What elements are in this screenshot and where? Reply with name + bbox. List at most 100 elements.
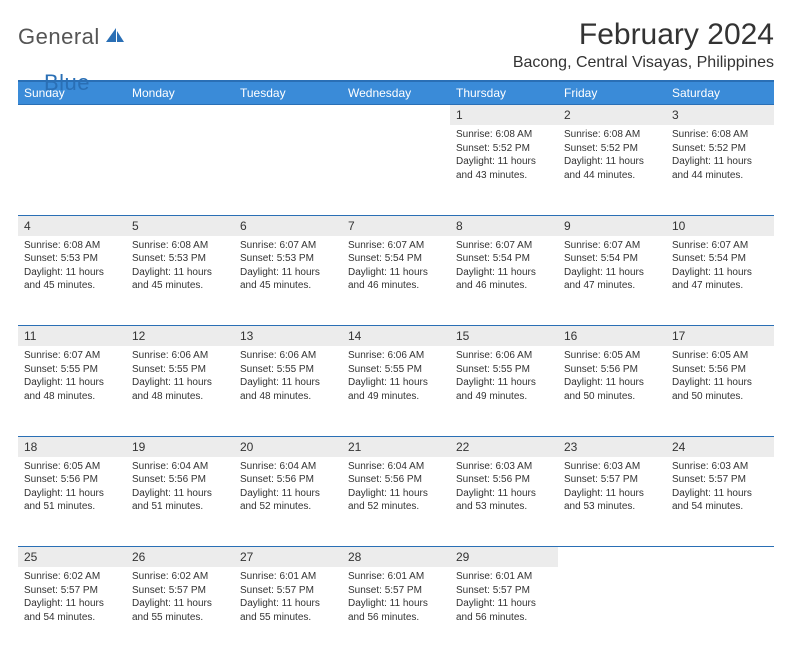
day-number-cell (342, 105, 450, 126)
location: Bacong, Central Visayas, Philippines (513, 54, 774, 72)
weekday-header: Tuesday (234, 81, 342, 105)
logo-sail-icon (104, 26, 126, 49)
day-content-cell: Sunrise: 6:04 AMSunset: 5:56 PMDaylight:… (126, 457, 234, 547)
calendar-table: SundayMondayTuesdayWednesdayThursdayFrid… (18, 80, 774, 657)
daylight-line: Daylight: 11 hours and 52 minutes. (348, 487, 444, 514)
day-content-cell: Sunrise: 6:03 AMSunset: 5:57 PMDaylight:… (558, 457, 666, 547)
daylight-line: Daylight: 11 hours and 50 minutes. (672, 376, 768, 403)
day-content-cell: Sunrise: 6:07 AMSunset: 5:54 PMDaylight:… (342, 236, 450, 326)
day-number-cell: 21 (342, 436, 450, 457)
day-content-cell: Sunrise: 6:01 AMSunset: 5:57 PMDaylight:… (234, 567, 342, 657)
day-content-cell: Sunrise: 6:06 AMSunset: 5:55 PMDaylight:… (342, 346, 450, 436)
sunset-line: Sunset: 5:53 PM (132, 252, 228, 266)
day-content-cell: Sunrise: 6:01 AMSunset: 5:57 PMDaylight:… (450, 567, 558, 657)
day-number-cell: 17 (666, 326, 774, 347)
sunset-line: Sunset: 5:57 PM (132, 584, 228, 598)
day-number-cell: 7 (342, 215, 450, 236)
sunset-line: Sunset: 5:57 PM (564, 473, 660, 487)
day-number-cell: 3 (666, 105, 774, 126)
day-content-cell (342, 125, 450, 215)
weekday-header-row: SundayMondayTuesdayWednesdayThursdayFrid… (18, 81, 774, 105)
day-content-cell: Sunrise: 6:08 AMSunset: 5:52 PMDaylight:… (558, 125, 666, 215)
day-content-cell (18, 125, 126, 215)
day-content-cell (558, 567, 666, 657)
sunset-line: Sunset: 5:56 PM (240, 473, 336, 487)
day-content-cell: Sunrise: 6:08 AMSunset: 5:53 PMDaylight:… (126, 236, 234, 326)
day-content-cell: Sunrise: 6:04 AMSunset: 5:56 PMDaylight:… (342, 457, 450, 547)
day-number-cell: 18 (18, 436, 126, 457)
day-number-cell: 12 (126, 326, 234, 347)
daylight-line: Daylight: 11 hours and 46 minutes. (456, 266, 552, 293)
day-content-cell: Sunrise: 6:03 AMSunset: 5:57 PMDaylight:… (666, 457, 774, 547)
sunset-line: Sunset: 5:56 PM (132, 473, 228, 487)
day-number-cell: 13 (234, 326, 342, 347)
sunset-line: Sunset: 5:57 PM (672, 473, 768, 487)
day-number-cell (666, 547, 774, 568)
content-row: Sunrise: 6:08 AMSunset: 5:52 PMDaylight:… (18, 125, 774, 215)
day-number-cell: 2 (558, 105, 666, 126)
daynum-row: 45678910 (18, 215, 774, 236)
daylight-line: Daylight: 11 hours and 50 minutes. (564, 376, 660, 403)
day-content-cell: Sunrise: 6:06 AMSunset: 5:55 PMDaylight:… (234, 346, 342, 436)
weekday-header: Wednesday (342, 81, 450, 105)
day-content-cell: Sunrise: 6:07 AMSunset: 5:54 PMDaylight:… (450, 236, 558, 326)
day-number-cell: 27 (234, 547, 342, 568)
day-content-cell: Sunrise: 6:08 AMSunset: 5:53 PMDaylight:… (18, 236, 126, 326)
day-content-cell: Sunrise: 6:06 AMSunset: 5:55 PMDaylight:… (126, 346, 234, 436)
sunset-line: Sunset: 5:57 PM (240, 584, 336, 598)
sunrise-line: Sunrise: 6:06 AM (132, 349, 228, 363)
sunrise-line: Sunrise: 6:04 AM (240, 460, 336, 474)
daylight-line: Daylight: 11 hours and 49 minutes. (348, 376, 444, 403)
daylight-line: Daylight: 11 hours and 46 minutes. (348, 266, 444, 293)
day-number-cell: 24 (666, 436, 774, 457)
daynum-row: 11121314151617 (18, 326, 774, 347)
sunrise-line: Sunrise: 6:02 AM (132, 570, 228, 584)
daylight-line: Daylight: 11 hours and 55 minutes. (132, 597, 228, 624)
sunrise-line: Sunrise: 6:08 AM (672, 128, 768, 142)
sunrise-line: Sunrise: 6:01 AM (240, 570, 336, 584)
sunset-line: Sunset: 5:53 PM (24, 252, 120, 266)
weekday-header: Saturday (666, 81, 774, 105)
content-row: Sunrise: 6:07 AMSunset: 5:55 PMDaylight:… (18, 346, 774, 436)
daylight-line: Daylight: 11 hours and 53 minutes. (456, 487, 552, 514)
daylight-line: Daylight: 11 hours and 51 minutes. (24, 487, 120, 514)
sunrise-line: Sunrise: 6:03 AM (564, 460, 660, 474)
title-block: February 2024 Bacong, Central Visayas, P… (513, 18, 774, 72)
sunrise-line: Sunrise: 6:08 AM (456, 128, 552, 142)
month-title: February 2024 (513, 18, 774, 52)
sunset-line: Sunset: 5:52 PM (564, 142, 660, 156)
daynum-row: 18192021222324 (18, 436, 774, 457)
sunset-line: Sunset: 5:55 PM (132, 363, 228, 377)
sunset-line: Sunset: 5:56 PM (672, 363, 768, 377)
daylight-line: Daylight: 11 hours and 45 minutes. (132, 266, 228, 293)
sunset-line: Sunset: 5:54 PM (564, 252, 660, 266)
sunset-line: Sunset: 5:52 PM (672, 142, 768, 156)
sunset-line: Sunset: 5:55 PM (348, 363, 444, 377)
content-row: Sunrise: 6:05 AMSunset: 5:56 PMDaylight:… (18, 457, 774, 547)
day-number-cell: 15 (450, 326, 558, 347)
day-number-cell (234, 105, 342, 126)
content-row: Sunrise: 6:08 AMSunset: 5:53 PMDaylight:… (18, 236, 774, 326)
daylight-line: Daylight: 11 hours and 48 minutes. (132, 376, 228, 403)
sunrise-line: Sunrise: 6:04 AM (132, 460, 228, 474)
sunrise-line: Sunrise: 6:08 AM (132, 239, 228, 253)
sunset-line: Sunset: 5:56 PM (564, 363, 660, 377)
daylight-line: Daylight: 11 hours and 55 minutes. (240, 597, 336, 624)
daylight-line: Daylight: 11 hours and 51 minutes. (132, 487, 228, 514)
weekday-header: Friday (558, 81, 666, 105)
sunset-line: Sunset: 5:54 PM (672, 252, 768, 266)
sunrise-line: Sunrise: 6:07 AM (456, 239, 552, 253)
logo-text-general: General (18, 24, 100, 50)
day-number-cell (126, 105, 234, 126)
sunrise-line: Sunrise: 6:03 AM (456, 460, 552, 474)
day-number-cell: 9 (558, 215, 666, 236)
daylight-line: Daylight: 11 hours and 48 minutes. (24, 376, 120, 403)
day-number-cell: 26 (126, 547, 234, 568)
daynum-row: 2526272829 (18, 547, 774, 568)
daylight-line: Daylight: 11 hours and 44 minutes. (672, 155, 768, 182)
sunrise-line: Sunrise: 6:05 AM (24, 460, 120, 474)
day-content-cell: Sunrise: 6:07 AMSunset: 5:54 PMDaylight:… (558, 236, 666, 326)
weekday-header: Monday (126, 81, 234, 105)
sunrise-line: Sunrise: 6:05 AM (564, 349, 660, 363)
day-number-cell: 6 (234, 215, 342, 236)
